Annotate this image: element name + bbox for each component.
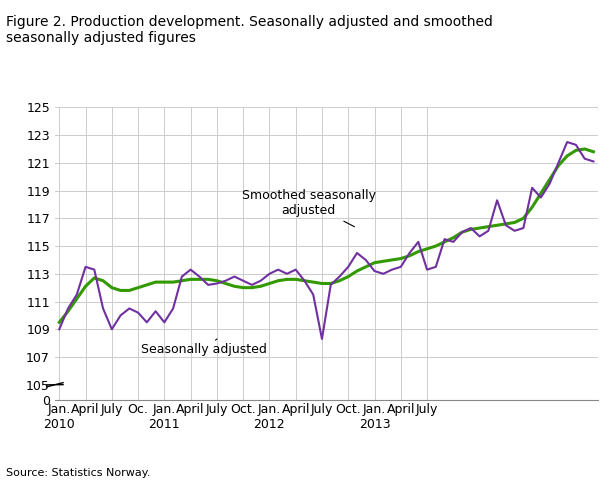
Text: Source: Statistics Norway.: Source: Statistics Norway. [6, 468, 151, 478]
Text: Smoothed seasonally
adjusted: Smoothed seasonally adjusted [242, 189, 376, 227]
Text: Seasonally adjusted: Seasonally adjusted [141, 339, 267, 356]
Text: Figure 2. Production development. Seasonally adjusted and smoothed
seasonally ad: Figure 2. Production development. Season… [6, 15, 493, 45]
